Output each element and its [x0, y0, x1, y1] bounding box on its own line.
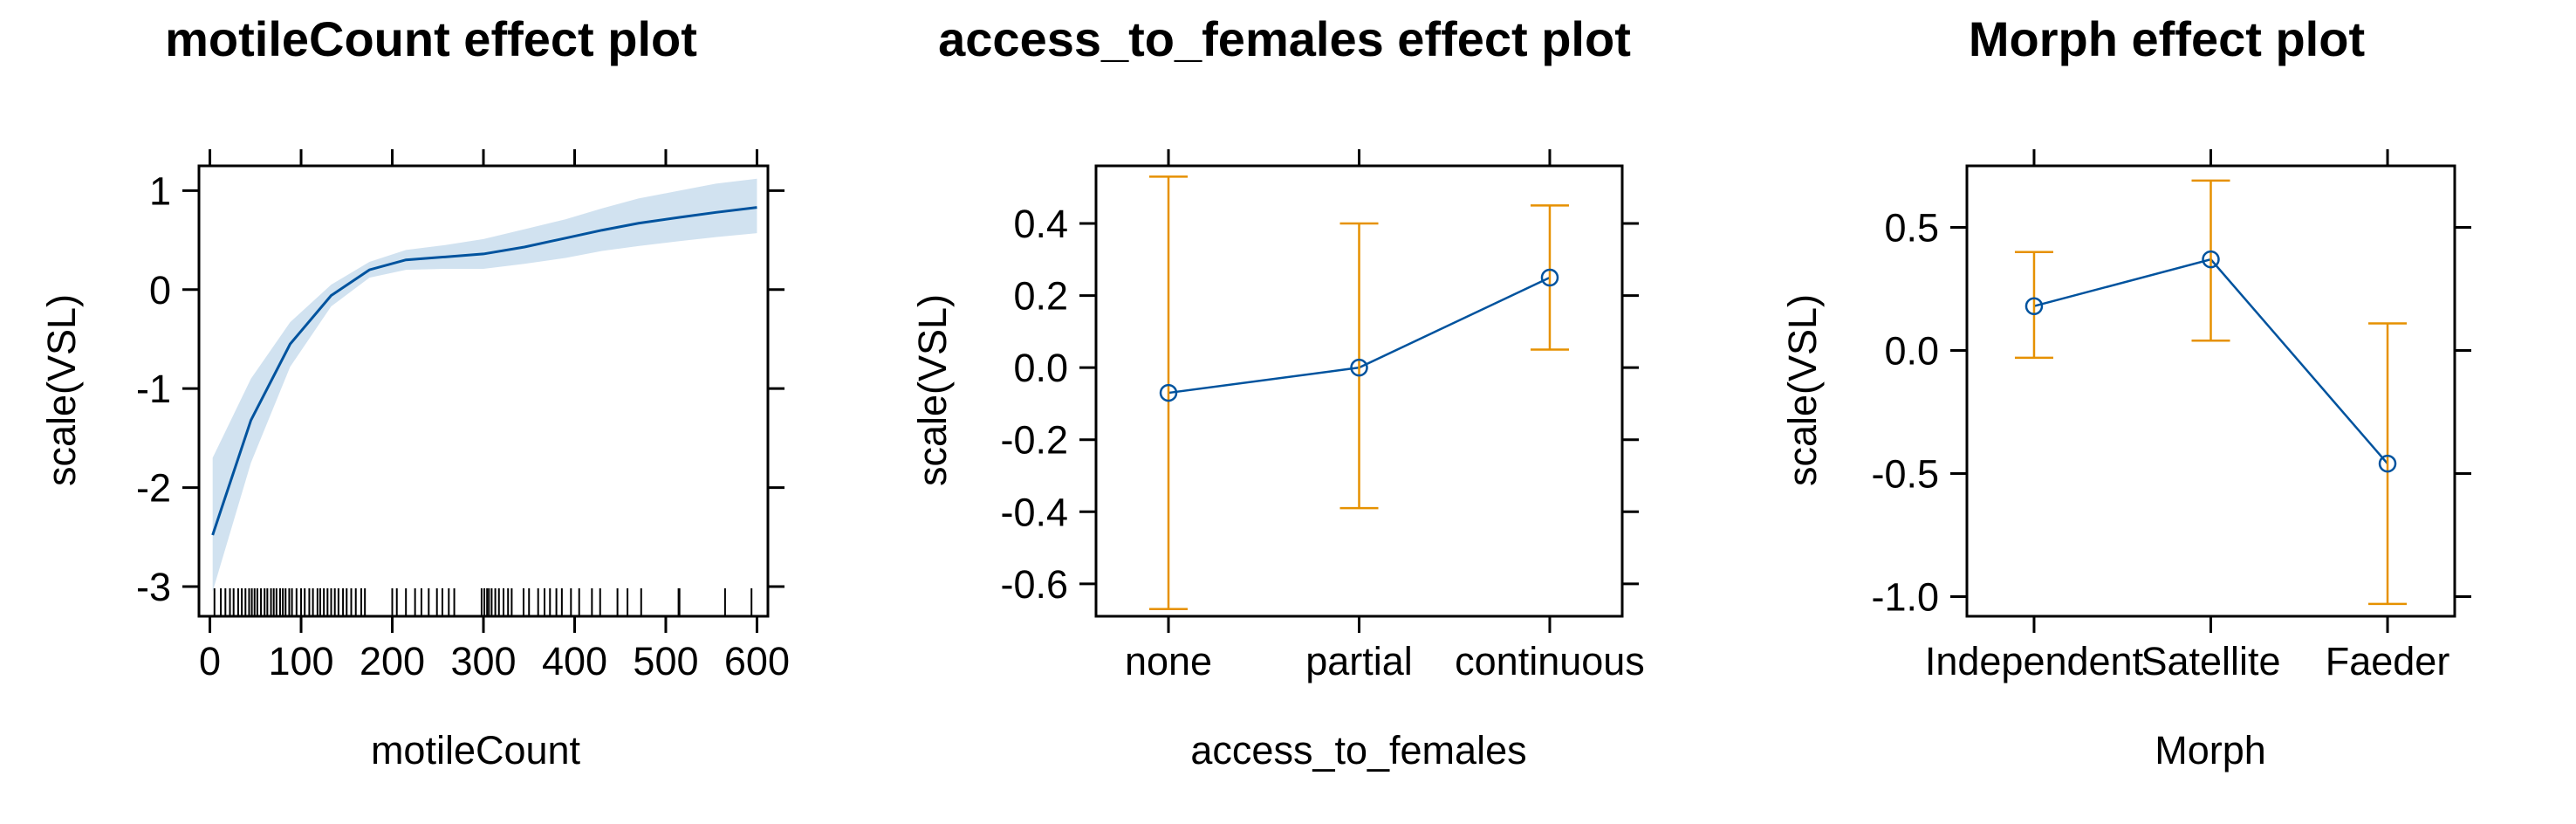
y-tick-label: -1.0 — [1871, 574, 1939, 619]
y-tick-label: -1 — [136, 367, 171, 411]
chart-title: access_to_females effect plot — [938, 11, 1631, 66]
x-tick-label: none — [1125, 639, 1212, 683]
x-tick-label: Faeder — [2326, 639, 2450, 683]
x-tick-label: partial — [1305, 639, 1413, 683]
y-tick-label: -2 — [136, 466, 171, 511]
y-tick-label: 0.4 — [1013, 202, 1068, 246]
y-tick-label: 0.0 — [1884, 328, 1939, 373]
point-marker — [2378, 454, 2397, 473]
x-tick-label: 500 — [633, 639, 698, 683]
y-tick-label: 0.0 — [1013, 346, 1068, 390]
y-axis-label: scale(VSL) — [1780, 294, 1825, 486]
access-to-females-panel: access_to_females effect plot access_to_… — [910, 11, 1645, 772]
x-tick-label: continuous — [1455, 639, 1645, 683]
chart-title: motileCount effect plot — [165, 11, 697, 66]
confidence-band — [212, 178, 757, 592]
x-tick-label: 100 — [268, 639, 333, 683]
y-tick-label: -3 — [136, 565, 171, 609]
chart-title: Morph effect plot — [1969, 11, 2365, 66]
point-marker — [2202, 250, 2220, 269]
point-marker — [2024, 297, 2044, 315]
x-tick-label: 0 — [199, 639, 221, 683]
y-axis-label: scale(VSL) — [39, 294, 84, 486]
x-axis-label: motileCount — [371, 728, 581, 772]
morph-panel: Morph effect plot Morph scale(VSL) Indep… — [1780, 11, 2471, 772]
plot-frame — [1094, 164, 1624, 618]
motilecount-panel: motileCount effect plot motileCount scal… — [39, 11, 790, 772]
point-marker — [1540, 268, 1559, 287]
y-tick-label: 0.5 — [1884, 205, 1939, 250]
x-tick-label: 400 — [542, 639, 607, 683]
x-tick-label: 300 — [450, 639, 516, 683]
y-tick-label: -0.6 — [1000, 562, 1068, 607]
point-marker — [1350, 358, 1368, 377]
x-axis-label: access_to_females — [1190, 728, 1526, 772]
x-tick-label: 600 — [724, 639, 790, 683]
plot-frame — [1965, 164, 2456, 618]
x-tick-label: 200 — [360, 639, 425, 683]
y-tick-label: -0.5 — [1871, 451, 1939, 496]
y-tick-label: 0 — [149, 268, 171, 312]
y-tick-label: 1 — [149, 168, 171, 213]
x-tick-label: Independent — [1925, 639, 2144, 683]
y-tick-label: -0.4 — [1000, 490, 1068, 534]
effect-line — [211, 206, 757, 536]
point-marker — [1159, 383, 1178, 402]
y-tick-label: -0.2 — [1000, 418, 1068, 463]
x-axis-label: Morph — [2155, 728, 2266, 772]
y-axis-label: scale(VSL) — [910, 294, 955, 486]
x-tick-label: Satellite — [2141, 639, 2280, 683]
y-tick-label: 0.2 — [1013, 274, 1068, 319]
